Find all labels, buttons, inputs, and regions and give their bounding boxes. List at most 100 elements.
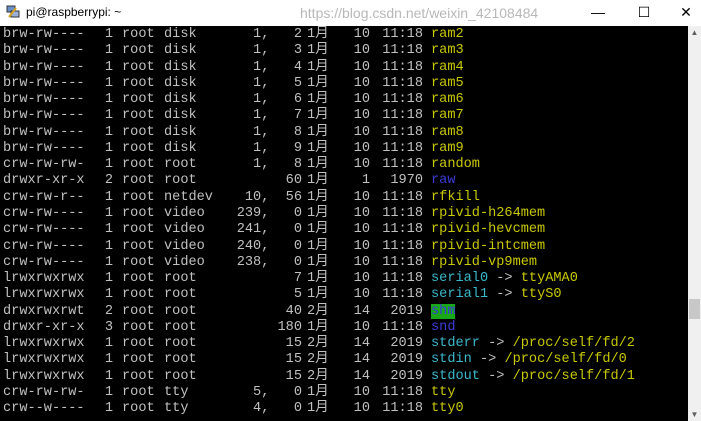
filename: ram2 bbox=[431, 27, 464, 42]
terminal-output[interactable]: brw-rw---- 1 root disk 1, 2 1月 10 11:18 ram2 brw-… bbox=[0, 26, 688, 421]
close-button[interactable]: ✕ bbox=[680, 4, 692, 20]
month-cell: 1月 bbox=[307, 238, 329, 254]
listing-row: lrwxrwxrwx 1 root root 15 2月 14 2019 stdout -> /… bbox=[0, 369, 688, 385]
listing-row: lrwxrwxrwx 1 root root 5 1月 10 11:18 serial1 -> … bbox=[0, 287, 688, 303]
size-cell: 1, 8 bbox=[253, 157, 302, 173]
size-cell: 1, 5 bbox=[253, 75, 302, 91]
links-cell: 1 bbox=[104, 336, 113, 352]
putty-icon bbox=[6, 5, 20, 18]
scroll-up-icon[interactable]: ▲ bbox=[690, 28, 699, 37]
symlink-target: /proc/self/fd/0 bbox=[504, 352, 627, 368]
links-cell: 1 bbox=[104, 43, 113, 59]
time-cell: 11:18 bbox=[382, 401, 423, 417]
links-cell: 1 bbox=[104, 27, 113, 42]
owner-cell: root bbox=[122, 92, 155, 108]
size-cell: 40 bbox=[285, 303, 302, 319]
time-cell: 11:18 bbox=[382, 108, 423, 124]
owner-cell: root bbox=[122, 173, 155, 189]
symlink-arrow: -> bbox=[479, 368, 513, 384]
group-cell: root bbox=[164, 352, 197, 368]
filename-cell: shm bbox=[431, 303, 456, 320]
time-cell: 2019 bbox=[390, 303, 423, 319]
owner-cell: root bbox=[122, 271, 155, 287]
day-cell: 14 bbox=[353, 336, 370, 352]
size-cell: 1, 9 bbox=[253, 140, 302, 156]
time-cell: 2019 bbox=[390, 352, 423, 368]
links-cell: 2 bbox=[104, 303, 113, 319]
time-cell: 11:18 bbox=[382, 189, 423, 205]
filename: stdout bbox=[431, 368, 480, 384]
owner-cell: root bbox=[122, 189, 155, 205]
group-cell: root bbox=[164, 287, 197, 303]
links-cell: 1 bbox=[104, 368, 113, 384]
day-cell: 10 bbox=[353, 27, 370, 42]
time-cell: 11:18 bbox=[382, 287, 423, 303]
group-cell: root bbox=[164, 157, 197, 173]
scroll-down-icon[interactable]: ▼ bbox=[690, 410, 699, 419]
filename-cell: ram7 bbox=[431, 108, 464, 124]
time-cell: 11:18 bbox=[382, 254, 423, 270]
filename: tty bbox=[431, 384, 456, 400]
perm-cell: drwxrwxrwt bbox=[3, 303, 85, 319]
maximize-button[interactable]: ☐ bbox=[637, 4, 651, 20]
day-cell: 10 bbox=[353, 205, 370, 221]
time-cell: 2019 bbox=[390, 336, 423, 352]
size-cell: 5 bbox=[293, 287, 302, 303]
group-cell: disk bbox=[164, 140, 197, 156]
filename-cell: rpivid-hevcmem bbox=[431, 222, 545, 238]
links-cell: 3 bbox=[104, 319, 113, 335]
filename: snd bbox=[431, 319, 456, 335]
links-cell: 1 bbox=[104, 75, 113, 91]
day-cell: 10 bbox=[353, 401, 370, 417]
symlink-arrow: -> bbox=[471, 352, 505, 368]
perm-cell: brw-rw---- bbox=[3, 75, 85, 91]
filename: random bbox=[431, 157, 480, 173]
links-cell: 1 bbox=[104, 254, 113, 270]
scrollbar-thumb[interactable] bbox=[689, 299, 700, 319]
size-cell: 1, 3 bbox=[253, 43, 302, 59]
listing-row: brw-rw---- 1 root disk 1, 2 1月 10 11:18 ram2 bbox=[0, 27, 688, 43]
filename: rfkill bbox=[431, 189, 480, 205]
perm-cell: brw-rw---- bbox=[3, 108, 85, 124]
group-cell: root bbox=[164, 303, 197, 319]
group-cell: video bbox=[164, 205, 205, 221]
perm-cell: brw-rw---- bbox=[3, 27, 85, 42]
owner-cell: root bbox=[122, 75, 155, 91]
day-cell: 10 bbox=[353, 124, 370, 140]
filename-cell: stdout -> /proc/self/fd/1 bbox=[431, 369, 635, 385]
title-bar: pi@raspberrypi: ~ https://blog.csdn.net/… bbox=[0, 0, 701, 26]
minimize-button[interactable]: — bbox=[591, 4, 605, 20]
owner-cell: root bbox=[122, 124, 155, 140]
symlink-arrow: -> bbox=[479, 336, 513, 352]
filename: ram6 bbox=[431, 92, 464, 108]
time-cell: 11:18 bbox=[382, 238, 423, 254]
filename-cell: ram2 bbox=[431, 27, 464, 43]
month-cell: 1月 bbox=[307, 271, 329, 287]
links-cell: 1 bbox=[104, 59, 113, 75]
day-cell: 10 bbox=[353, 140, 370, 156]
owner-cell: root bbox=[122, 27, 155, 42]
group-cell: root bbox=[164, 271, 197, 287]
listing-row: brw-rw---- 1 root disk 1, 9 1月 10 11:18 ram9 bbox=[0, 141, 688, 157]
day-cell: 10 bbox=[353, 238, 370, 254]
group-cell: video bbox=[164, 254, 205, 270]
listing-row: crw-rw-rw- 1 root tty 5, 0 1月 10 11:18 tty bbox=[0, 385, 688, 401]
owner-cell: root bbox=[122, 59, 155, 75]
listing-row: crw-rw-rw- 1 root root 1, 8 1月 10 11:18 random bbox=[0, 157, 688, 173]
group-cell: disk bbox=[164, 75, 197, 91]
listing-row: lrwxrwxrwx 1 root root 15 2月 14 2019 stdin -> /p… bbox=[0, 352, 688, 368]
month-cell: 1月 bbox=[307, 173, 329, 189]
time-cell: 2019 bbox=[390, 368, 423, 384]
scrollbar[interactable]: ▲ ▼ bbox=[688, 26, 701, 421]
size-cell: 15 bbox=[285, 336, 302, 352]
day-cell: 10 bbox=[353, 384, 370, 400]
group-cell: root bbox=[164, 319, 197, 335]
links-cell: 1 bbox=[104, 92, 113, 108]
links-cell: 1 bbox=[104, 287, 113, 303]
filename: serial1 bbox=[431, 287, 489, 303]
day-cell: 14 bbox=[353, 368, 370, 384]
size-cell: 4, 0 bbox=[253, 401, 302, 417]
month-cell: 1月 bbox=[307, 157, 329, 173]
time-cell: 11:18 bbox=[382, 384, 423, 400]
symlink-arrow: -> bbox=[488, 287, 521, 303]
